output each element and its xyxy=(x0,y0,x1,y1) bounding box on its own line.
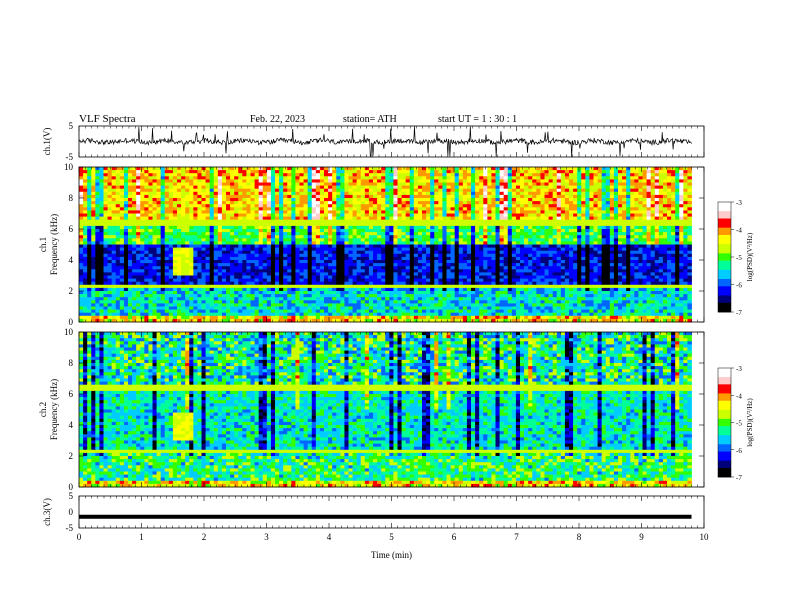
y-tick-label: 5 xyxy=(69,491,74,501)
y-tick-label: -5 xyxy=(66,152,74,162)
y-tick-label: 0 xyxy=(69,317,74,327)
colorbar-tick-label: -4 xyxy=(736,227,742,235)
ch2-spectrogram xyxy=(79,332,692,488)
x-axis-label: Time (min) xyxy=(371,550,412,560)
colorbar-tick-label: -5 xyxy=(736,254,742,262)
ch1-spectrogram-ylabel: Frequency (kHz) xyxy=(49,214,59,275)
start-time-label: start UT = 1 : 30 : 1 xyxy=(438,114,518,125)
y-tick-label: 10 xyxy=(64,327,74,337)
colorbar-tick-label: -4 xyxy=(736,392,742,400)
colorbar-tick-label: -7 xyxy=(736,309,742,317)
y-tick-label: 6 xyxy=(69,389,74,399)
x-tick-label: 0 xyxy=(77,532,82,542)
ch2-spectrogram-channel-label: ch.2 xyxy=(38,402,48,417)
ch1-spectrogram-channel-label: ch.1 xyxy=(38,237,48,252)
colorbar-tick-label: -3 xyxy=(736,365,742,373)
ch2-spectrogram-ylabel: Frequency (kHz) xyxy=(49,379,59,440)
y-tick-label: 2 xyxy=(69,451,74,461)
y-tick-label: 4 xyxy=(69,255,74,265)
colorbar-tick-label: -6 xyxy=(736,282,742,290)
y-tick-label: 5 xyxy=(69,121,74,131)
ch1-waveform-line xyxy=(78,126,692,158)
x-tick-label: 5 xyxy=(389,532,394,542)
ch2-spectrogram-colorbar-label: log(PSD)(V²/Hz) xyxy=(746,398,754,447)
x-tick-label: 9 xyxy=(639,532,644,542)
y-tick-label: 6 xyxy=(69,224,74,234)
station-label: station= ATH xyxy=(343,114,397,125)
colorbar-tick-label: -5 xyxy=(736,420,742,428)
x-tick-label: 8 xyxy=(577,532,582,542)
ch1-spectrogram-colorbar-label: log(PSD)(V²/Hz) xyxy=(746,232,754,281)
colorbar-tick-label: -3 xyxy=(736,199,742,207)
x-tick-label: 4 xyxy=(327,532,332,542)
ch1-ylabel: ch.1(V) xyxy=(42,128,52,156)
y-tick-label: 10 xyxy=(64,162,74,172)
y-tick-label: 8 xyxy=(69,193,74,203)
y-tick-label: 0 xyxy=(69,507,74,517)
x-tick-label: 7 xyxy=(514,532,519,542)
x-tick-label: 6 xyxy=(452,532,457,542)
y-tick-label: 8 xyxy=(69,358,74,368)
y-tick-label: 0 xyxy=(69,482,74,492)
colorbar-tick-label: -6 xyxy=(736,447,742,455)
chart-title: VLF Spectra xyxy=(79,113,136,125)
date-label: Feb. 22, 2023 xyxy=(250,114,305,125)
x-tick-label: 1 xyxy=(139,532,144,542)
ch1-spectrogram xyxy=(79,167,692,323)
x-tick-label: 10 xyxy=(700,532,710,542)
y-tick-label: 4 xyxy=(69,420,74,430)
y-tick-label: -5 xyxy=(66,523,74,533)
y-tick-label: 2 xyxy=(69,286,74,296)
x-tick-label: 2 xyxy=(202,532,207,542)
colorbar-tick-label: -7 xyxy=(736,474,742,482)
x-tick-label: 3 xyxy=(264,532,269,542)
ch3-ylabel: ch.3(V) xyxy=(42,498,52,526)
